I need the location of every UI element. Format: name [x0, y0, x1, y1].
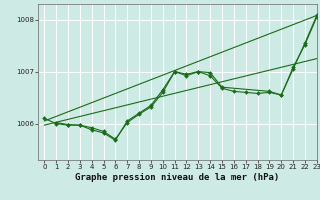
X-axis label: Graphe pression niveau de la mer (hPa): Graphe pression niveau de la mer (hPa) — [76, 173, 280, 182]
